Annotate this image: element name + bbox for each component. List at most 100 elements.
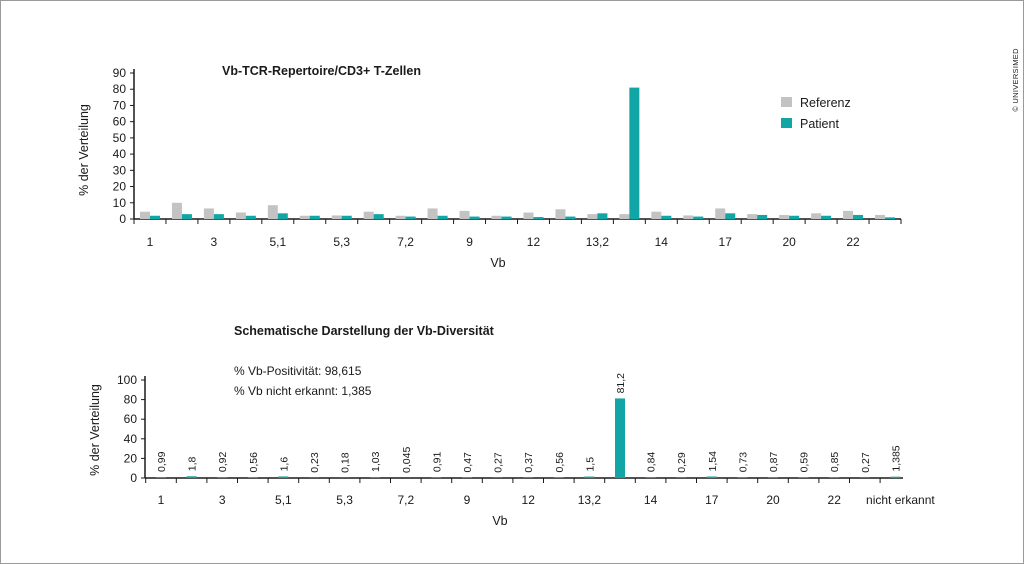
bar-patient	[597, 213, 608, 219]
chart2-data-label: 0,59	[799, 452, 811, 473]
bar-patient	[245, 215, 256, 219]
bar-patient	[469, 216, 480, 219]
bar-patient	[341, 215, 352, 219]
chart2-plot: 0 20 40 60 80 100 0,99 1,8 0,92 0,56 1,6 0,23 0,18 1,…	[117, 373, 935, 507]
bar-diversity	[186, 476, 197, 478]
chart2-xtick-label: 12	[522, 493, 536, 507]
chart1-title: Vb-TCR-Repertoire/CD3+ T-Zellen	[222, 64, 421, 78]
bar-patient	[309, 215, 320, 219]
chart1-xtick-label: 12	[527, 235, 541, 249]
legend-swatch-referenz	[781, 97, 792, 107]
bar-referenz	[139, 211, 150, 219]
bar-patient	[149, 215, 160, 219]
chart1-ytick-label: 0	[119, 212, 126, 226]
chart1-plot: 0 10 20 30 40 50 60 70 80 90 1 3 5,1 5,3 7,2 9 12 13,2 14 1…	[113, 66, 902, 249]
chart1-ytick-label: 70	[113, 98, 127, 112]
chart2-data-label: 1,5	[584, 457, 596, 472]
chart2-xtick-label: 22	[828, 493, 842, 507]
bar-referenz	[779, 214, 790, 219]
bar-diversity	[370, 476, 381, 478]
chart2-ytick-label: 100	[117, 373, 137, 387]
chart2-xtick-label: 5,3	[336, 493, 353, 507]
chart1-ylabel: % der Verteilung	[77, 104, 91, 196]
chart1-xtick-label: 22	[846, 235, 860, 249]
chart2-xtick-label: nicht erkannt	[866, 493, 935, 507]
bar-referenz	[523, 212, 534, 219]
bar-diversity	[645, 477, 656, 478]
bar-diversity	[615, 398, 625, 478]
chart2-data-label: 0,045	[401, 447, 413, 473]
bar-diversity	[829, 477, 840, 478]
bar-diversity	[278, 476, 289, 478]
bar-patient	[661, 215, 672, 219]
chart2-ytick-label: 40	[124, 432, 138, 446]
chart2-xtick-label: 13,2	[578, 493, 602, 507]
bar-diversity	[706, 476, 717, 478]
chart1-xtick-label: 13,2	[586, 235, 610, 249]
bar-patient	[373, 214, 384, 219]
bar-patient	[853, 214, 864, 219]
bar-referenz	[299, 215, 310, 219]
chart2-ytick-label: 0	[130, 471, 137, 485]
bar-referenz	[203, 208, 214, 219]
chart2-data-label: 1,03	[370, 451, 382, 472]
chart2-data-label: 0,27	[493, 452, 505, 473]
bar-patient	[437, 215, 448, 219]
bar-diversity	[768, 477, 778, 478]
chart1-xtick-label: 1	[147, 235, 154, 249]
bar-referenz	[651, 211, 662, 219]
chart1-ytick-label: 90	[113, 66, 127, 80]
chart2-xlabel: Vb	[492, 514, 507, 528]
bar-diversity	[890, 476, 901, 478]
chart2-data-label: 0,84	[646, 452, 658, 473]
chart1-xtick-label: 9	[466, 235, 473, 249]
legend-label-patient: Patient	[800, 117, 839, 131]
bar-patient	[277, 213, 288, 219]
chart2-data-label: 0,56	[554, 452, 566, 473]
chart2-title: Schematische Darstellung der Vb-Diversit…	[234, 324, 495, 338]
bar-referenz	[683, 215, 694, 219]
legend-swatch-patient	[781, 118, 792, 128]
chart1-xlabel: Vb	[490, 256, 505, 270]
chart2-data-label: 0,47	[462, 452, 474, 473]
chart2-xtick-label: 3	[219, 493, 226, 507]
chart1-xtick-label: 3	[211, 235, 218, 249]
bar-patient	[789, 215, 800, 219]
chart2-data-label: 1,6	[278, 457, 290, 472]
bar-patient	[405, 216, 416, 219]
chart2-data-label: 1,385	[890, 445, 902, 471]
bar-referenz	[715, 208, 726, 219]
chart2-xtick-label: 9	[464, 493, 471, 507]
bar-diversity	[217, 477, 228, 478]
chart1-ytick-label: 10	[113, 196, 127, 210]
bar-referenz	[331, 215, 342, 219]
bar-patient	[501, 216, 512, 219]
chart1-ytick-label: 30	[113, 163, 127, 177]
chart2-xtick-label: 20	[766, 493, 780, 507]
chart2-data-label: 0,37	[523, 452, 535, 473]
chart1-ytick-label: 20	[113, 180, 127, 194]
bar-patient	[629, 87, 640, 219]
bar-diversity	[431, 477, 442, 478]
chart2-xtick-label: 17	[705, 493, 719, 507]
bar-referenz	[459, 210, 470, 219]
chart1-ytick-label: 40	[113, 147, 127, 161]
chart2-data-label: 0,73	[737, 452, 749, 473]
chart2-data-label: 0,87	[768, 452, 780, 473]
bar-patient	[213, 214, 224, 219]
chart2-ytick-label: 80	[124, 393, 138, 407]
copyright-text: © UNIVERSIMED	[1011, 48, 1020, 112]
bar-referenz	[427, 208, 438, 219]
chart1-xtick-label: 14	[655, 235, 669, 249]
chart2-data-label: 1,8	[187, 456, 199, 471]
chart1-ytick-label: 60	[113, 115, 127, 129]
bar-patient	[821, 215, 832, 219]
chart2-data-label: 0,85	[829, 452, 841, 473]
bar-referenz	[875, 214, 886, 219]
bar-diversity	[553, 477, 564, 478]
bar-referenz	[491, 215, 502, 219]
bar-referenz	[555, 209, 566, 219]
chart2-data-label: 0,92	[217, 452, 229, 473]
chart2-data-label: 0,99	[156, 451, 168, 472]
chart2-data-label: 0,23	[309, 452, 321, 473]
